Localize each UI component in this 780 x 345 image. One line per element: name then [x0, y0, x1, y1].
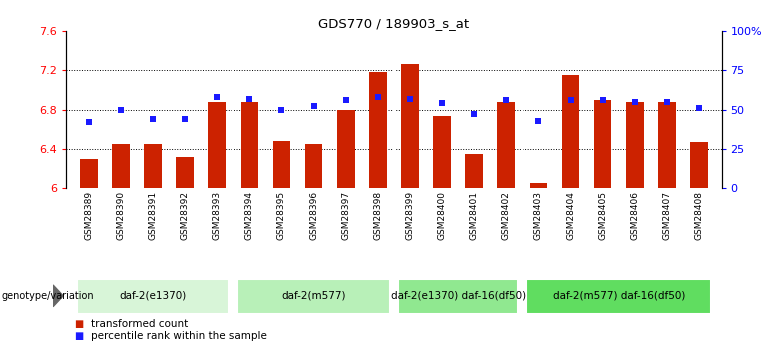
Text: GSM28405: GSM28405: [598, 191, 607, 240]
Text: daf-2(m577) daf-16(df50): daf-2(m577) daf-16(df50): [552, 291, 685, 301]
Point: [371, 94, 384, 100]
Bar: [237, 279, 390, 314]
Text: ■: ■: [74, 319, 83, 329]
Bar: [526, 279, 711, 314]
Bar: [562, 75, 580, 188]
Bar: [401, 65, 419, 188]
Text: GSM28389: GSM28389: [84, 191, 94, 240]
Point: [597, 97, 609, 103]
Text: GSM28402: GSM28402: [502, 191, 511, 239]
Text: GSM28406: GSM28406: [630, 191, 640, 240]
Text: GSM28395: GSM28395: [277, 191, 286, 240]
Point: [693, 105, 705, 111]
Bar: [369, 72, 387, 188]
Text: daf-2(e1370) daf-16(df50): daf-2(e1370) daf-16(df50): [391, 291, 526, 301]
Point: [468, 111, 480, 117]
Point: [115, 107, 127, 112]
Bar: [594, 100, 612, 188]
Text: GSM28400: GSM28400: [438, 191, 447, 240]
Point: [147, 116, 159, 122]
Bar: [112, 144, 129, 188]
Text: GSM28396: GSM28396: [309, 191, 318, 240]
Text: percentile rank within the sample: percentile rank within the sample: [91, 332, 267, 341]
Bar: [398, 279, 519, 314]
Point: [436, 100, 448, 106]
Point: [629, 99, 641, 105]
Text: GSM28392: GSM28392: [181, 191, 190, 240]
Point: [243, 96, 256, 101]
Bar: [337, 109, 355, 188]
Bar: [658, 102, 675, 188]
Point: [211, 94, 224, 100]
Bar: [305, 144, 322, 188]
Bar: [626, 102, 644, 188]
Bar: [690, 142, 708, 188]
Bar: [176, 157, 194, 188]
Point: [179, 116, 191, 122]
Point: [564, 97, 576, 103]
Bar: [76, 279, 229, 314]
Bar: [273, 141, 290, 188]
Point: [83, 119, 95, 125]
Bar: [240, 102, 258, 188]
Point: [307, 104, 320, 109]
Text: daf-2(m577): daf-2(m577): [282, 291, 346, 301]
Title: GDS770 / 189903_s_at: GDS770 / 189903_s_at: [318, 17, 470, 30]
Bar: [530, 183, 548, 188]
Text: GSM28399: GSM28399: [406, 191, 414, 240]
Bar: [466, 154, 483, 188]
Polygon shape: [53, 285, 63, 307]
Point: [661, 99, 673, 105]
Bar: [80, 159, 98, 188]
Text: genotype/variation: genotype/variation: [2, 291, 94, 301]
Bar: [208, 102, 226, 188]
Text: GSM28394: GSM28394: [245, 191, 254, 240]
Text: GSM28397: GSM28397: [341, 191, 350, 240]
Text: transformed count: transformed count: [91, 319, 189, 329]
Text: GSM28404: GSM28404: [566, 191, 575, 239]
Text: GSM28391: GSM28391: [148, 191, 158, 240]
Text: daf-2(e1370): daf-2(e1370): [119, 291, 186, 301]
Point: [500, 97, 512, 103]
Point: [339, 97, 352, 103]
Text: ■: ■: [74, 332, 83, 341]
Point: [275, 107, 288, 112]
Text: GSM28403: GSM28403: [534, 191, 543, 240]
Text: GSM28408: GSM28408: [694, 191, 704, 240]
Text: GSM28390: GSM28390: [116, 191, 126, 240]
Bar: [144, 144, 162, 188]
Bar: [433, 116, 451, 188]
Text: GSM28393: GSM28393: [213, 191, 222, 240]
Text: GSM28398: GSM28398: [374, 191, 382, 240]
Text: GSM28407: GSM28407: [662, 191, 672, 240]
Point: [532, 118, 544, 123]
Bar: [498, 102, 515, 188]
Point: [404, 96, 417, 101]
Text: GSM28401: GSM28401: [470, 191, 479, 240]
